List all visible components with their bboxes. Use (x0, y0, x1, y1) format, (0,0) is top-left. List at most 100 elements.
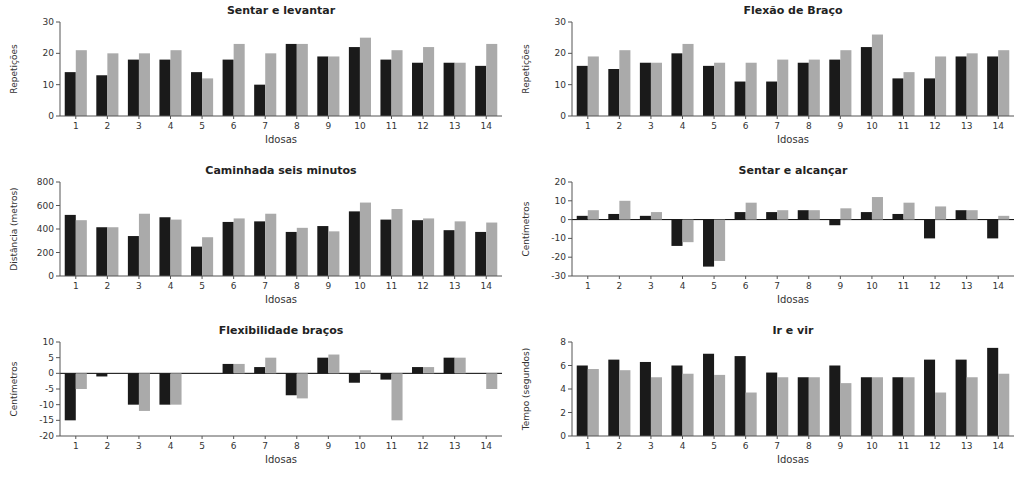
bar (735, 212, 746, 220)
x-tick (619, 116, 620, 119)
y-tick-label: 10 (555, 196, 567, 206)
bar (861, 47, 872, 116)
bar (967, 377, 978, 436)
bar (455, 63, 466, 116)
bar (924, 220, 935, 239)
bar (392, 50, 403, 116)
bar (829, 60, 840, 116)
x-axis (60, 116, 502, 117)
bar (714, 375, 725, 436)
x-tick-label: 10 (354, 281, 366, 291)
panel: Flexibilidade braçosCentímetros-20-15-10… (9, 324, 502, 465)
y-tick-label: 20 (555, 48, 567, 58)
bar (956, 56, 967, 116)
bar (809, 210, 820, 219)
y-tick (56, 22, 60, 23)
x-tick (107, 436, 108, 439)
bar (777, 377, 788, 436)
y-tick (568, 365, 572, 366)
bar (265, 358, 276, 374)
x-tick-label: 13 (961, 121, 972, 131)
y-tick (56, 420, 60, 421)
x-tick (587, 436, 588, 439)
bar (191, 373, 202, 374)
bar (96, 373, 107, 376)
panel: Ir e virTempo (segundos)0246812345678910… (521, 324, 1014, 465)
x-tick (777, 436, 778, 439)
y-tick-label: 0 (560, 215, 566, 225)
x-tick (359, 436, 360, 439)
x-tick (233, 276, 234, 279)
x-tick (966, 116, 967, 119)
bar (380, 373, 391, 379)
y-tick (568, 389, 572, 390)
y-tick (56, 276, 60, 277)
bar (746, 203, 757, 220)
x-axis (60, 436, 502, 437)
bar (360, 38, 371, 116)
x-tick-label: 14 (480, 441, 492, 451)
x-tick-label: 13 (961, 281, 972, 291)
x-tick (328, 116, 329, 119)
bar (475, 232, 486, 276)
y-tick (56, 357, 60, 358)
x-tick (871, 436, 872, 439)
bar (829, 220, 840, 226)
bar (349, 211, 360, 276)
bar (423, 47, 434, 116)
bar (96, 227, 107, 276)
x-tick (808, 116, 809, 119)
x-tick-label: 4 (680, 281, 686, 291)
x-tick-label: 9 (837, 121, 843, 131)
bar (202, 373, 213, 374)
x-tick (75, 276, 76, 279)
x-tick (714, 436, 715, 439)
x-axis-label: Idosas (265, 294, 297, 305)
x-tick (966, 276, 967, 279)
chart-title: Ir e vir (772, 324, 814, 337)
bar (671, 220, 682, 246)
bar (128, 373, 139, 404)
x-tick-label: 8 (806, 121, 812, 131)
bar (998, 374, 1009, 436)
y-tick-label: 30 (555, 17, 567, 27)
x-tick (650, 116, 651, 119)
x-tick (107, 276, 108, 279)
x-tick (745, 116, 746, 119)
y-tick (56, 182, 60, 183)
x-tick-label: 12 (929, 281, 940, 291)
x-tick-label: 4 (680, 121, 686, 131)
bars (65, 355, 498, 421)
bar (892, 377, 903, 436)
x-tick (454, 436, 455, 439)
x-tick (714, 276, 715, 279)
x-tick-label: 14 (992, 121, 1004, 131)
x-tick-label: 1 (585, 281, 591, 291)
bar (904, 377, 915, 436)
bar (254, 221, 265, 276)
x-tick-label: 6 (743, 441, 749, 451)
chart-title: Sentar e levantar (227, 4, 336, 17)
y-tick-label: -5 (45, 384, 54, 394)
x-tick-label: 10 (866, 121, 878, 131)
bar (191, 247, 202, 276)
chart-title: Flexibilidade braços (219, 324, 344, 337)
bar (286, 232, 297, 276)
y-tick (568, 276, 572, 277)
x-tick (998, 116, 999, 119)
bar (766, 82, 777, 116)
y-tick-label: -20 (39, 431, 54, 441)
x-tick-label: 12 (417, 281, 428, 291)
y-tick (56, 84, 60, 85)
bar (171, 50, 182, 116)
y-axis (572, 182, 573, 276)
bar (935, 56, 946, 116)
bar (840, 50, 851, 116)
bar (349, 373, 360, 382)
x-tick (871, 276, 872, 279)
bar (714, 220, 725, 261)
chart-title: Sentar e alcançar (739, 164, 848, 177)
bar (577, 216, 588, 220)
bar (360, 203, 371, 276)
y-tick (56, 252, 60, 253)
